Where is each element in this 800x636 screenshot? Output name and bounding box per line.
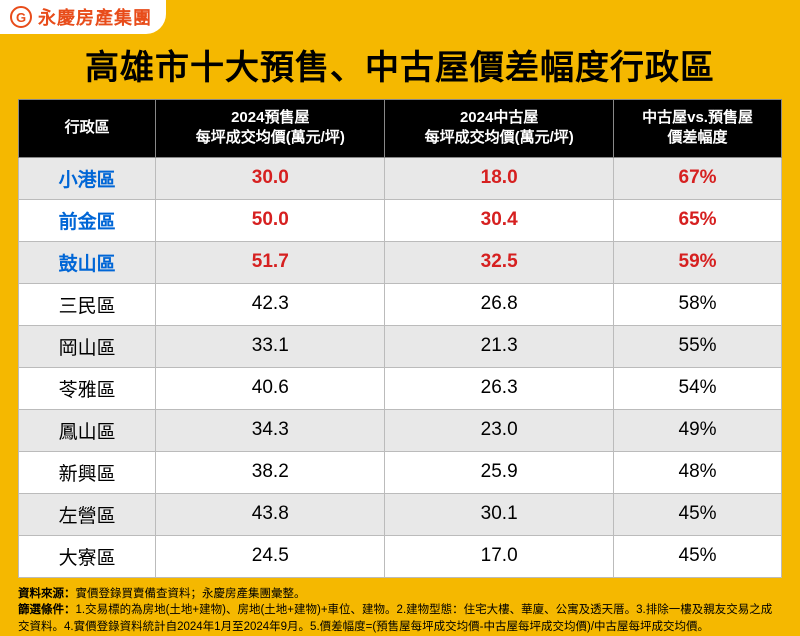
cell-district: 岡山區 (19, 325, 156, 367)
col-header-diff-line1: 中古屋vs.預售屋 (642, 109, 753, 126)
table-row: 大寮區24.517.045% (19, 535, 782, 577)
footer-source: 資料來源：實價登錄買賣備查資料；永慶房產集團彙整。 (18, 586, 782, 603)
table-row: 鳳山區34.323.049% (19, 409, 782, 451)
table-header-row: 行政區 2024預售屋 每坪成交均價(萬元/坪) 2024中古屋 每坪成交均價(… (19, 100, 782, 158)
col-header-district: 行政區 (19, 100, 156, 158)
table-row: 鼓山區51.732.559% (19, 241, 782, 283)
cell-presale: 43.8 (156, 493, 385, 535)
cell-resale: 21.3 (385, 325, 614, 367)
cell-resale: 25.9 (385, 451, 614, 493)
table-row: 三民區42.326.858% (19, 283, 782, 325)
col-header-resale-line1: 2024中古屋 (460, 109, 538, 126)
cell-district: 小港區 (19, 157, 156, 199)
cell-district: 三民區 (19, 283, 156, 325)
footer-criteria-text: 1.交易標的為房地(土地+建物)、房地(土地+建物)+車位、建物。2.建物型態：… (18, 604, 772, 633)
cell-presale: 50.0 (156, 199, 385, 241)
footer-criteria: 篩選條件：1.交易標的為房地(土地+建物)、房地(土地+建物)+車位、建物。2.… (18, 602, 782, 635)
table-row: 前金區50.030.465% (19, 199, 782, 241)
cell-diff: 49% (614, 409, 782, 451)
footer-source-text: 實價登錄買賣備查資料；永慶房產集團彙整。 (76, 588, 306, 600)
cell-resale: 26.8 (385, 283, 614, 325)
cell-diff: 65% (614, 199, 782, 241)
col-header-diff: 中古屋vs.預售屋 價差幅度 (614, 100, 782, 158)
col-header-diff-line2: 價差幅度 (668, 129, 728, 146)
cell-district: 大寮區 (19, 535, 156, 577)
cell-district: 左營區 (19, 493, 156, 535)
table-row: 左營區43.830.145% (19, 493, 782, 535)
table-body: 小港區30.018.067%前金區50.030.465%鼓山區51.732.55… (19, 157, 782, 577)
cell-presale: 51.7 (156, 241, 385, 283)
cell-resale: 26.3 (385, 367, 614, 409)
cell-resale: 23.0 (385, 409, 614, 451)
brand-logo-icon: G (10, 6, 32, 28)
cell-diff: 59% (614, 241, 782, 283)
footer-source-label: 資料來源： (18, 588, 76, 600)
cell-district: 鳳山區 (19, 409, 156, 451)
cell-diff: 58% (614, 283, 782, 325)
cell-presale: 24.5 (156, 535, 385, 577)
cell-presale: 30.0 (156, 157, 385, 199)
brand-name: 永慶房產集團 (38, 4, 152, 30)
table-row: 苓雅區40.626.354% (19, 367, 782, 409)
cell-resale: 17.0 (385, 535, 614, 577)
cell-presale: 38.2 (156, 451, 385, 493)
cell-diff: 48% (614, 451, 782, 493)
col-header-presale: 2024預售屋 每坪成交均價(萬元/坪) (156, 100, 385, 158)
page: G 永慶房產集團 高雄市十大預售、中古屋價差幅度行政區 行政區 2024預售屋 … (0, 0, 800, 617)
col-header-presale-line2: 每坪成交均價(萬元/坪) (196, 129, 345, 146)
footer-criteria-label: 篩選條件： (18, 604, 76, 616)
cell-district: 鼓山區 (19, 241, 156, 283)
footer-notes: 資料來源：實價登錄買賣備查資料；永慶房產集團彙整。 篩選條件：1.交易標的為房地… (0, 578, 800, 636)
price-diff-table: 行政區 2024預售屋 每坪成交均價(萬元/坪) 2024中古屋 每坪成交均價(… (18, 99, 782, 578)
table-row: 岡山區33.121.355% (19, 325, 782, 367)
cell-diff: 45% (614, 535, 782, 577)
cell-resale: 32.5 (385, 241, 614, 283)
cell-presale: 40.6 (156, 367, 385, 409)
cell-diff: 54% (614, 367, 782, 409)
cell-diff: 45% (614, 493, 782, 535)
cell-diff: 67% (614, 157, 782, 199)
page-title: 高雄市十大預售、中古屋價差幅度行政區 (0, 40, 800, 89)
table-row: 新興區38.225.948% (19, 451, 782, 493)
col-header-resale-line2: 每坪成交均價(萬元/坪) (425, 129, 574, 146)
cell-presale: 33.1 (156, 325, 385, 367)
table-row: 小港區30.018.067% (19, 157, 782, 199)
cell-diff: 55% (614, 325, 782, 367)
col-header-presale-line1: 2024預售屋 (231, 109, 309, 126)
cell-presale: 42.3 (156, 283, 385, 325)
cell-district: 苓雅區 (19, 367, 156, 409)
cell-resale: 18.0 (385, 157, 614, 199)
cell-resale: 30.4 (385, 199, 614, 241)
brand-bar: G 永慶房產集團 (0, 0, 166, 34)
table-container: 行政區 2024預售屋 每坪成交均價(萬元/坪) 2024中古屋 每坪成交均價(… (0, 99, 800, 578)
cell-district: 新興區 (19, 451, 156, 493)
cell-district: 前金區 (19, 199, 156, 241)
col-header-resale: 2024中古屋 每坪成交均價(萬元/坪) (385, 100, 614, 158)
cell-presale: 34.3 (156, 409, 385, 451)
cell-resale: 30.1 (385, 493, 614, 535)
